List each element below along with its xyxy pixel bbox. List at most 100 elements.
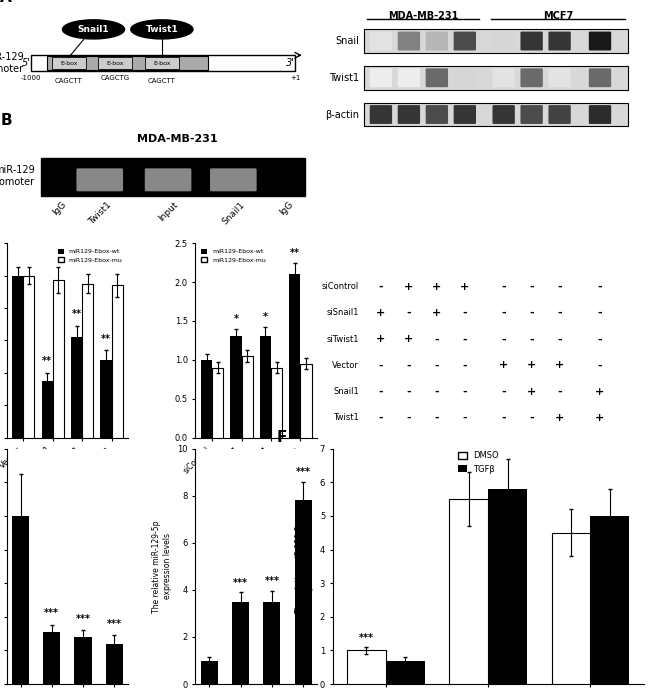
- Text: siControl: siControl: [322, 282, 359, 291]
- Bar: [47, 57, 209, 70]
- Text: **: **: [42, 357, 52, 366]
- Text: *: *: [233, 314, 239, 324]
- Text: Vector: Vector: [332, 361, 359, 370]
- Text: B: B: [0, 113, 12, 128]
- Bar: [106, 644, 123, 684]
- Text: +: +: [460, 282, 469, 292]
- Text: Twist1: Twist1: [146, 25, 178, 34]
- Text: -: -: [529, 334, 534, 344]
- Text: -: -: [407, 413, 411, 423]
- Bar: [260, 337, 271, 437]
- Text: -: -: [463, 413, 467, 423]
- Text: CAGCTT: CAGCTT: [148, 77, 176, 84]
- Text: +: +: [555, 361, 564, 370]
- Text: **: **: [72, 310, 81, 319]
- Text: +: +: [376, 308, 385, 318]
- Text: -: -: [598, 282, 603, 292]
- FancyBboxPatch shape: [521, 105, 543, 124]
- Bar: [112, 285, 123, 437]
- Text: -: -: [501, 308, 506, 318]
- Bar: [263, 602, 281, 684]
- Bar: [82, 283, 94, 437]
- FancyBboxPatch shape: [589, 105, 611, 124]
- Text: -: -: [557, 387, 562, 397]
- FancyBboxPatch shape: [210, 169, 257, 191]
- Text: -: -: [501, 282, 506, 292]
- Text: Input: Input: [157, 200, 179, 223]
- Text: +: +: [595, 413, 604, 423]
- Text: Twist1: Twist1: [329, 73, 359, 83]
- Bar: [98, 57, 133, 68]
- Bar: [300, 363, 312, 437]
- Text: 3': 3': [287, 58, 295, 68]
- Text: +: +: [404, 282, 413, 292]
- Text: β-actin: β-actin: [325, 109, 359, 120]
- Text: -: -: [501, 413, 506, 423]
- FancyBboxPatch shape: [589, 68, 611, 87]
- FancyBboxPatch shape: [370, 68, 392, 87]
- Text: +: +: [432, 282, 441, 292]
- Ellipse shape: [131, 20, 193, 39]
- Text: -: -: [435, 361, 439, 370]
- Bar: [201, 661, 218, 684]
- Bar: [31, 55, 296, 71]
- Y-axis label: The relative miR-129-5p
expression levels: The relative miR-129-5p expression level…: [152, 520, 172, 613]
- Text: ***: ***: [296, 467, 311, 477]
- Text: IgG: IgG: [51, 200, 68, 218]
- Text: -: -: [407, 308, 411, 318]
- Text: -: -: [435, 387, 439, 397]
- X-axis label: MDA-MB-231: MDA-MB-231: [221, 498, 291, 508]
- Text: siTwist1: siTwist1: [327, 334, 359, 343]
- Text: Snail: Snail: [335, 36, 359, 46]
- Text: -: -: [435, 334, 439, 344]
- FancyBboxPatch shape: [370, 32, 392, 50]
- FancyBboxPatch shape: [549, 32, 571, 50]
- Text: ***: ***: [233, 578, 248, 587]
- Text: CAGCTT: CAGCTT: [55, 77, 83, 84]
- Bar: [212, 368, 224, 437]
- Text: -: -: [598, 334, 603, 344]
- FancyBboxPatch shape: [549, 68, 571, 87]
- Bar: [364, 29, 628, 53]
- Text: ***: ***: [107, 618, 122, 629]
- Text: +: +: [527, 361, 536, 370]
- FancyBboxPatch shape: [454, 68, 476, 87]
- Bar: [449, 499, 488, 684]
- FancyBboxPatch shape: [426, 32, 448, 50]
- Text: +: +: [527, 387, 536, 397]
- Bar: [44, 632, 60, 684]
- Text: -: -: [378, 361, 383, 370]
- Y-axis label: The relative miR-129-5p
expression levels: The relative miR-129-5p expression level…: [295, 520, 314, 613]
- Bar: [51, 57, 86, 68]
- Text: miR-129
promoter: miR-129 promoter: [0, 165, 34, 187]
- Text: -: -: [378, 413, 383, 423]
- Text: MDA-MB-231: MDA-MB-231: [137, 134, 218, 144]
- Bar: [145, 57, 179, 68]
- Text: -: -: [529, 282, 534, 292]
- Bar: [364, 103, 628, 126]
- Text: ***: ***: [44, 609, 59, 618]
- Text: siSnail1: siSnail1: [327, 308, 359, 317]
- FancyBboxPatch shape: [145, 169, 191, 191]
- Bar: [230, 337, 242, 437]
- Text: -: -: [435, 413, 439, 423]
- Text: 5': 5': [22, 58, 31, 68]
- Text: +: +: [404, 334, 413, 344]
- Text: -1000: -1000: [21, 75, 42, 82]
- FancyBboxPatch shape: [521, 32, 543, 50]
- Text: **: **: [101, 334, 111, 343]
- FancyBboxPatch shape: [454, 32, 476, 50]
- FancyBboxPatch shape: [426, 68, 448, 87]
- Bar: [101, 360, 112, 437]
- Bar: [71, 337, 82, 437]
- Text: -: -: [463, 361, 467, 370]
- Text: miR-129
promoter: miR-129 promoter: [0, 53, 23, 74]
- Text: -: -: [557, 308, 562, 318]
- FancyBboxPatch shape: [398, 68, 420, 87]
- Bar: [12, 516, 29, 684]
- Text: E-box: E-box: [107, 61, 124, 66]
- Bar: [347, 650, 386, 684]
- Bar: [364, 66, 628, 90]
- FancyBboxPatch shape: [493, 68, 515, 87]
- Text: -: -: [378, 282, 383, 292]
